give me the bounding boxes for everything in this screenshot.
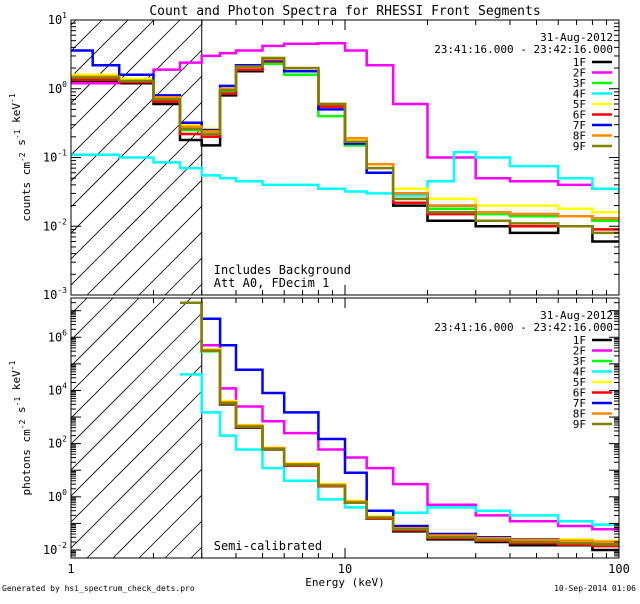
legend-label-count-4F: 4F <box>573 88 586 101</box>
y-tick-label-count: 10-3 <box>43 286 67 302</box>
date-label-count: 31-Aug-2012 <box>540 31 613 44</box>
date-label-photon: 31-Aug-2012 <box>540 309 613 322</box>
annotation-photon: Semi-calibrated <box>214 539 322 553</box>
legend-label-count-5F: 5F <box>573 98 586 111</box>
legend-label-photon-9F: 9F <box>573 418 586 431</box>
legend-label-photon-6F: 6F <box>573 387 586 400</box>
legend-label-count-1F: 1F <box>573 56 586 69</box>
legend-label-photon-8F: 8F <box>573 408 586 421</box>
legend-label-count-6F: 6F <box>573 109 586 122</box>
y-tick-label-photon: 104 <box>48 381 67 397</box>
legend-label-count-8F: 8F <box>573 130 586 143</box>
series-count-4F <box>71 150 619 197</box>
y-tick-label-photon: 102 <box>48 435 67 451</box>
legend-label-photon-4F: 4F <box>573 366 586 379</box>
y-tick-label-photon: 10-2 <box>43 541 67 557</box>
y-tick-label-photon: 106 <box>48 328 67 344</box>
y-tick-label-count: 10-2 <box>43 217 67 233</box>
y-tick-label-count: 101 <box>48 11 67 27</box>
legend-label-photon-1F: 1F <box>573 334 586 347</box>
x-tick-label: 100 <box>608 562 630 576</box>
y-axis-label-photon: photons cm-2 s-1 keV-1 <box>8 360 33 495</box>
y-tick-label-count: 10-1 <box>43 149 67 165</box>
legend-label-count-2F: 2F <box>573 67 586 80</box>
x-tick-label: 1 <box>67 562 74 576</box>
x-axis-label: Energy (keV) <box>305 576 384 589</box>
series-count-2F <box>71 41 619 192</box>
legend-label-count-9F: 9F <box>573 140 586 153</box>
y-tick-label-count: 100 <box>48 80 67 96</box>
legend-label-photon-2F: 2F <box>573 345 586 358</box>
legend-label-photon-7F: 7F <box>573 397 586 410</box>
page-title: Count and Photon Spectra for RHESSI Fron… <box>149 4 540 19</box>
time-range-label-photon: 23:41:16.000 - 23:42:16.000 <box>434 321 613 334</box>
legend-label-photon-3F: 3F <box>573 355 586 368</box>
y-axis-label-count: counts cm-2 s-1 keV-1 <box>8 93 33 221</box>
series-photon-9F <box>180 301 619 546</box>
generated-by: Generated by hsi_spectrum_check_dets.pro <box>2 584 195 593</box>
annotation-count: Att A0, FDecim 1 <box>214 276 330 290</box>
panel-photon: 10-2 100 102 104 106 1 10 100 Energy (keV) photon… <box>8 297 630 589</box>
legend-label-count-7F: 7F <box>573 119 586 132</box>
y-tick-label-photon: 100 <box>48 488 67 504</box>
panel-count: 10-3 10-2 10-1 100 101 counts cm-2 s-1 keV-1 3… <box>8 11 620 302</box>
legend-label-count-3F: 3F <box>573 77 586 90</box>
legend-label-photon-5F: 5F <box>573 376 586 389</box>
generated-date: 10-Sep-2014 01:06 <box>554 584 636 593</box>
x-tick-label: 10 <box>338 562 352 576</box>
annotation-count: Includes Background <box>214 263 351 277</box>
series-count-9F <box>71 56 619 235</box>
time-range-label-count: 23:41:16.000 - 23:42:16.000 <box>434 43 613 56</box>
